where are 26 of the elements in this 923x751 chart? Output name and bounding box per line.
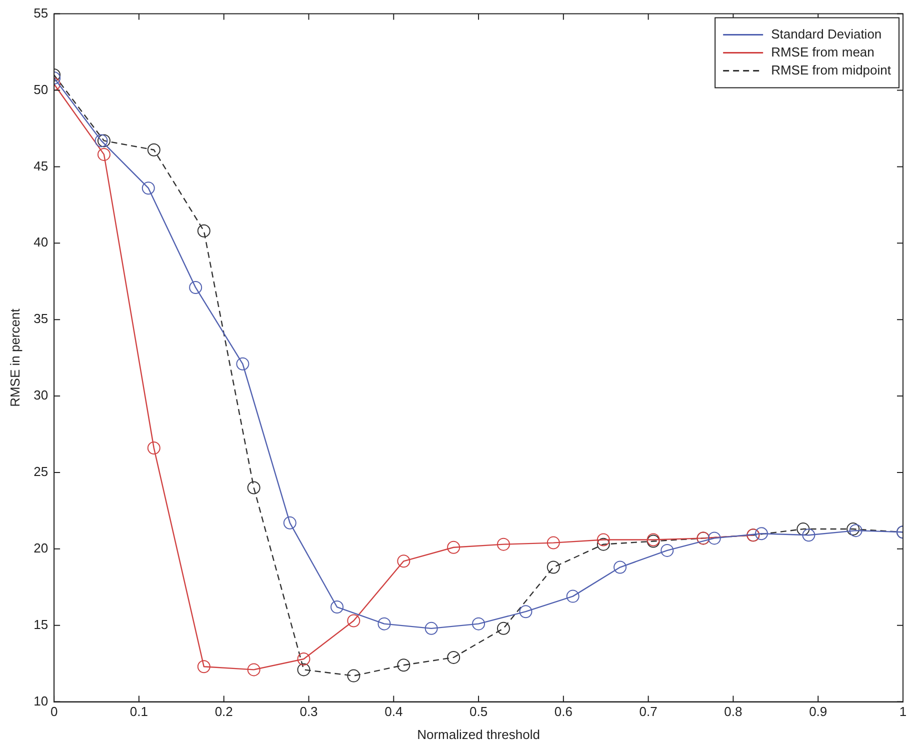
x-tick-label: 0.3: [300, 704, 318, 720]
x-tick-label: 0.6: [554, 704, 572, 720]
legend-label: RMSE from mean: [771, 44, 874, 60]
x-tick-label: 0.8: [724, 704, 742, 720]
legend-label: RMSE from midpoint: [771, 62, 892, 78]
y-tick-label: 45: [34, 158, 48, 174]
x-tick-label: 0.7: [639, 704, 658, 720]
legend-label: Standard Deviation: [771, 26, 882, 42]
y-tick-label: 30: [34, 388, 48, 403]
y-tick-label: 55: [34, 5, 48, 20]
x-tick-label: 0.9: [809, 704, 828, 720]
y-axis-title: RMSE in percent: [7, 308, 22, 407]
x-tick-label: 0.1: [130, 704, 148, 720]
x-tick-label: 0.5: [469, 704, 488, 720]
y-tick-label: 50: [34, 82, 48, 97]
x-tick-label: 0: [50, 704, 58, 720]
y-tick-label: 10: [34, 693, 48, 708]
x-tick-label: 0.4: [384, 704, 403, 720]
x-tick-label: 1: [899, 704, 907, 720]
y-tick-label: 15: [34, 616, 48, 632]
y-tick-label: 20: [34, 540, 48, 556]
x-tick-label: 0.2: [214, 704, 233, 720]
y-tick-label: 40: [34, 234, 48, 250]
x-axis-title: Normalized threshold: [417, 726, 540, 742]
y-tick-label: 25: [34, 464, 48, 480]
y-tick-label: 35: [34, 311, 48, 326]
